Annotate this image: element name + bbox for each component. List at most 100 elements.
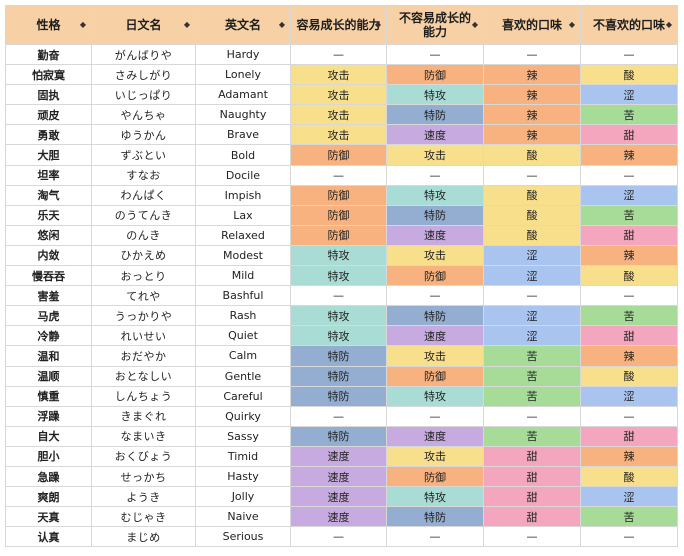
table-row: 害羞 てれや Bashful — — — —: [5, 285, 678, 307]
table-row: 勇敢 ゆうかん Brave 攻击 速度辣甜: [5, 124, 678, 146]
disliked-flavor-cell: 辣: [580, 244, 678, 267]
nature-cell: 慎重: [5, 385, 92, 407]
japanese-name-cell: せっかち: [91, 465, 196, 488]
raised-stat-cell: —: [290, 43, 387, 66]
disliked-flavor-cell: 酸: [580, 365, 678, 387]
column-header-japanese-name[interactable]: 日文名 ◆: [91, 5, 196, 45]
japanese-name-cell: のうてんき: [91, 204, 196, 226]
lowered-stat-cell: 速度: [386, 124, 484, 146]
table-row: 坦率 すなお Docile — — — —: [5, 164, 678, 186]
liked-flavor-cell: 苦: [483, 345, 581, 367]
nature-cell: 认真: [5, 526, 92, 548]
lowered-stat-cell: —: [386, 285, 484, 307]
liked-flavor-cell: 酸: [483, 224, 581, 246]
disliked-flavor-cell: —: [580, 285, 678, 307]
table-row: 自大 なまいき Sassy 特防 速度苦甜: [5, 425, 678, 447]
nature-cell: 顽皮: [5, 104, 92, 126]
liked-flavor-cell: —: [483, 285, 581, 307]
column-header-label: 日文名: [125, 18, 162, 33]
table-body: 勤奋 がんばりや Hardy — — — — 怕寂寞 さみしがり Lonely 攻击 防御辣酸固执 いじ…: [5, 43, 678, 548]
sort-icon[interactable]: ◆: [665, 20, 672, 29]
disliked-flavor-cell: 酸: [580, 64, 678, 86]
table-row: 慎重 しんちょう Careful 特防 特攻苦涩: [5, 385, 678, 407]
column-header-label: 喜欢的口味: [501, 18, 562, 33]
raised-stat-cell: —: [290, 526, 387, 548]
japanese-name-cell: のんき: [91, 224, 196, 246]
english-name-cell: Jolly: [195, 486, 291, 508]
english-name-cell: Lax: [195, 204, 291, 226]
disliked-flavor-cell: 甜: [580, 224, 678, 246]
column-header-raised-stat[interactable]: 容易成长的能力 ◆: [290, 5, 387, 45]
sort-icon[interactable]: ◆: [568, 20, 575, 29]
raised-stat-cell: 攻击: [290, 104, 387, 126]
english-name-cell: Mild: [195, 265, 291, 287]
english-name-cell: Hasty: [195, 465, 291, 488]
lowered-stat-cell: 特防: [386, 104, 484, 126]
lowered-stat-cell: 防御: [386, 265, 484, 287]
lowered-stat-cell: —: [386, 43, 484, 66]
japanese-name-cell: おくびょう: [91, 445, 196, 467]
nature-cell: 勤奋: [5, 43, 92, 66]
sort-icon[interactable]: ◆: [471, 20, 478, 29]
nature-cell: 马虎: [5, 305, 92, 327]
disliked-flavor-cell: —: [580, 164, 678, 186]
english-name-cell: Gentle: [195, 365, 291, 387]
column-header-disliked-flavor[interactable]: 不喜欢的口味 ◆: [580, 5, 678, 45]
nature-cell: 害羞: [5, 285, 92, 307]
nature-cell: 坦率: [5, 164, 92, 186]
english-name-cell: Lonely: [195, 64, 291, 86]
table-row: 淘气 わんぱく Impish 防御 特攻酸涩: [5, 184, 678, 206]
nature-cell: 乐天: [5, 204, 92, 226]
sort-icon[interactable]: ◆: [374, 20, 381, 29]
lowered-stat-cell: 攻击: [386, 244, 484, 267]
liked-flavor-cell: 酸: [483, 184, 581, 206]
table-row: 温和 おだやか Calm 特防 攻击苦辣: [5, 345, 678, 367]
raised-stat-cell: 特攻: [290, 265, 387, 287]
raised-stat-cell: 速度: [290, 486, 387, 508]
table-row: 悠闲 のんき Relaxed 防御 速度酸甜: [5, 224, 678, 246]
lowered-stat-cell: —: [386, 164, 484, 186]
table-row: 固执 いじっぱり Adamant 攻击 特攻辣涩: [5, 84, 678, 106]
nature-cell: 怕寂寞: [5, 64, 92, 86]
sort-icon[interactable]: ◆: [278, 20, 285, 29]
raised-stat-cell: 速度: [290, 506, 387, 528]
column-header-liked-flavor[interactable]: 喜欢的口味 ◆: [483, 5, 581, 45]
sort-icon[interactable]: ◆: [79, 20, 86, 29]
column-header-nature[interactable]: 性格 ◆: [5, 5, 92, 45]
japanese-name-cell: いじっぱり: [91, 84, 196, 106]
table-row: 顽皮 やんちゃ Naughty 攻击 特防辣苦: [5, 104, 678, 126]
japanese-name-cell: おとなしい: [91, 365, 196, 387]
disliked-flavor-cell: 涩: [580, 486, 678, 508]
disliked-flavor-cell: 辣: [580, 345, 678, 367]
liked-flavor-cell: —: [483, 526, 581, 548]
nature-cell: 爽朗: [5, 486, 92, 508]
raised-stat-cell: —: [290, 405, 387, 427]
liked-flavor-cell: 涩: [483, 265, 581, 287]
english-name-cell: Quirky: [195, 405, 291, 427]
english-name-cell: Brave: [195, 124, 291, 146]
column-header-lowered-stat[interactable]: 不容易成长的能力 ◆: [386, 5, 484, 45]
japanese-name-cell: すなお: [91, 164, 196, 186]
nature-table-container: 性格 ◆ 日文名 ◆ 英文名 ◆ 容易成长的能力 ◆ 不容易成长的能力 ◆ 喜欢的口味 ◆ …: [5, 5, 678, 548]
disliked-flavor-cell: 苦: [580, 204, 678, 226]
english-name-cell: Bashful: [195, 285, 291, 307]
nature-cell: 悠闲: [5, 224, 92, 246]
nature-cell: 勇敢: [5, 124, 92, 146]
english-name-cell: Docile: [195, 164, 291, 186]
lowered-stat-cell: 特攻: [386, 385, 484, 407]
lowered-stat-cell: 特攻: [386, 84, 484, 106]
liked-flavor-cell: 酸: [483, 204, 581, 226]
liked-flavor-cell: 辣: [483, 84, 581, 106]
nature-cell: 温和: [5, 345, 92, 367]
japanese-name-cell: おだやか: [91, 345, 196, 367]
table-row: 乐天 のうてんき Lax 防御 特防酸苦: [5, 204, 678, 226]
disliked-flavor-cell: 苦: [580, 506, 678, 528]
nature-cell: 大胆: [5, 144, 92, 166]
lowered-stat-cell: 防御: [386, 365, 484, 387]
raised-stat-cell: 速度: [290, 465, 387, 488]
disliked-flavor-cell: 苦: [580, 305, 678, 327]
lowered-stat-cell: 速度: [386, 224, 484, 246]
column-header-english-name[interactable]: 英文名 ◆: [195, 5, 291, 45]
sort-icon[interactable]: ◆: [183, 20, 190, 29]
nature-cell: 浮躁: [5, 405, 92, 427]
